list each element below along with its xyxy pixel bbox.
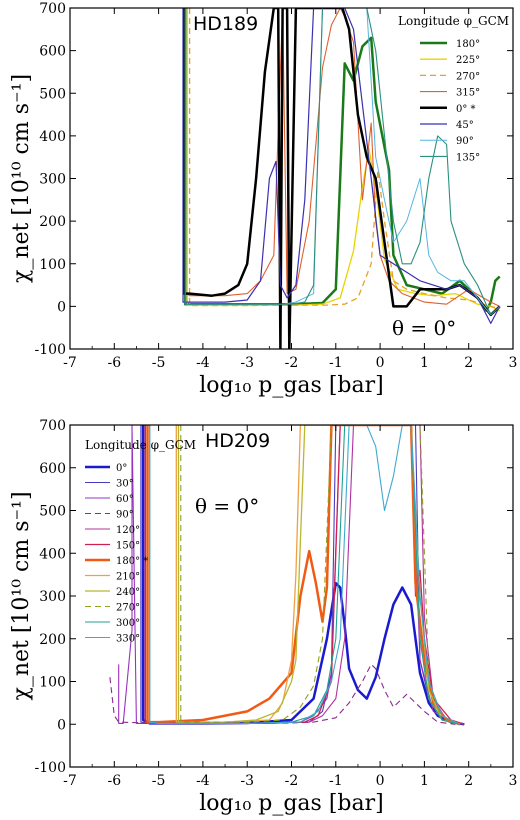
x-tick-label: -4: [196, 355, 210, 371]
series-group: [109, 425, 465, 726]
theta-annotation: θ = 0°: [392, 316, 456, 340]
y-tick-label: 200: [39, 632, 66, 648]
legend-label: 135°: [456, 152, 480, 163]
x-tick-label: -5: [152, 773, 166, 789]
y-tick-label: 600: [39, 44, 66, 60]
legend-title: Longitude φ_GCM: [85, 438, 196, 452]
x-tick-label: -6: [107, 355, 121, 371]
series-line-5: [182, 8, 501, 324]
x-tick-label: -1: [329, 355, 343, 371]
legend-title: Longitude φ_GCM: [398, 14, 509, 28]
legend-label: 240°: [116, 587, 140, 598]
y-tick-label: 700: [39, 418, 66, 434]
legend-label: 300°: [116, 618, 140, 629]
x-tick-label: 1: [420, 773, 429, 789]
y-tick-label: 600: [39, 461, 66, 477]
series-line-7: [184, 8, 501, 316]
legend-label: 90°: [456, 136, 474, 147]
y-tick-label: 500: [39, 86, 66, 102]
x-tick-label: -2: [285, 773, 299, 789]
panel-0: -7 -6 -5 -4 -3 -2 -1 0 1 2 3 -100 0 100 200 300 400 500 60…: [9, 1, 517, 398]
x-tick-label: -3: [240, 773, 254, 789]
panel-1: -7 -6 -5 -4 -3 -2 -1 0 1 2 3 -100 0 100 200 300 400 500 60…: [9, 418, 517, 816]
y-tick-label: 400: [39, 129, 66, 145]
series-group: [182, 8, 501, 349]
y-tick-label: 100: [39, 675, 66, 691]
x-tick-label: -3: [240, 355, 254, 371]
x-tick-label: -6: [107, 773, 121, 789]
panel-title: HD209: [205, 430, 270, 452]
y-axis-label: χ_net [10¹⁰ cm s⁻¹]: [9, 491, 34, 700]
legend-label: 60°: [116, 494, 134, 505]
x-axis-label: log₁₀ p_gas [bar]: [199, 791, 383, 816]
x-tick-label: -4: [196, 773, 210, 789]
legend-label: 30°: [116, 479, 134, 490]
legend-label: 150°: [116, 541, 140, 552]
legend-label: 45°: [456, 120, 474, 131]
series-line-3: [109, 663, 456, 725]
legend-label: 90°: [116, 510, 134, 521]
x-tick-label: -7: [63, 773, 77, 789]
series-line-6: [146, 425, 461, 726]
y-tick-label: -100: [35, 342, 66, 358]
legend-label: 315°: [456, 88, 480, 99]
series-line-1: [186, 8, 500, 312]
y-tick-label: 300: [39, 589, 66, 605]
y-tick-label: 700: [39, 1, 66, 17]
series-line-2: [188, 8, 500, 310]
y-axis-label: χ_net [10¹⁰ cm s⁻¹]: [9, 74, 34, 283]
legend-label: 225°: [456, 55, 480, 66]
series-line-4: [182, 8, 501, 349]
legend-label: 0°: [116, 463, 127, 474]
legend-label: 210°: [116, 572, 140, 583]
x-tick-label: -7: [63, 355, 77, 371]
x-tick-label: 3: [509, 773, 518, 789]
x-tick-label: -2: [285, 355, 299, 371]
x-tick-label: 2: [464, 773, 473, 789]
y-tick-label: -100: [35, 760, 66, 776]
series-line-0: [183, 8, 501, 312]
legend-label: 270°: [116, 603, 140, 614]
x-tick-label: 3: [509, 355, 518, 371]
y-tick-label: 0: [57, 717, 66, 733]
x-tick-label: 1: [420, 355, 429, 371]
y-tick-label: 100: [39, 257, 66, 273]
series-line-11: [149, 425, 461, 725]
legend-label: 270°: [456, 71, 480, 82]
theta-annotation: θ = 0°: [195, 494, 259, 518]
legend-label: 330°: [116, 634, 140, 645]
x-tick-label: 0: [376, 773, 385, 789]
y-tick-label: 400: [39, 546, 66, 562]
x-tick-label: -1: [329, 773, 343, 789]
y-tick-label: 0: [57, 299, 66, 315]
y-tick-label: 300: [39, 172, 66, 188]
legend-label: 120°: [116, 525, 140, 536]
legend-label: 0° *: [456, 104, 476, 115]
series-line-6: [184, 8, 501, 316]
legend-label: 180° *: [116, 556, 148, 567]
x-tick-label: -5: [152, 355, 166, 371]
x-tick-label: 2: [464, 355, 473, 371]
y-tick-label: 500: [39, 504, 66, 520]
panel-title: HD189: [193, 13, 258, 35]
x-axis-label: log₁₀ p_gas [bar]: [199, 373, 383, 398]
y-tick-label: 200: [39, 214, 66, 230]
legend-label: 180°: [456, 39, 480, 50]
x-tick-label: 0: [376, 355, 385, 371]
